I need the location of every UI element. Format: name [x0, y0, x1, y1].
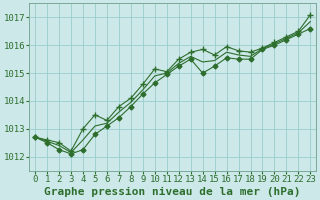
X-axis label: Graphe pression niveau de la mer (hPa): Graphe pression niveau de la mer (hPa)	[44, 186, 301, 197]
